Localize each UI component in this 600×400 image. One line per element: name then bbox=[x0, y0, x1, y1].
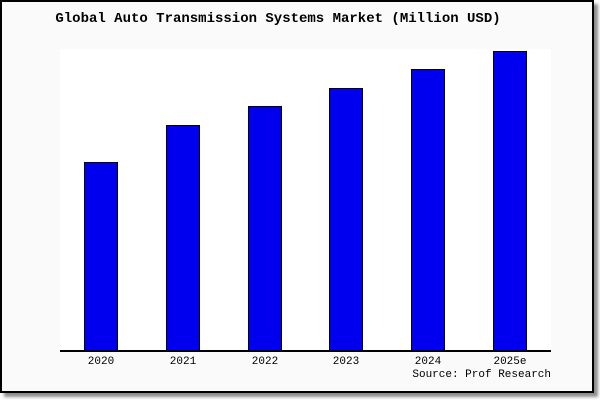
x-axis-line bbox=[60, 350, 551, 352]
chart-canvas: Global Auto Transmission Systems Market … bbox=[0, 0, 594, 393]
bar-2024 bbox=[411, 69, 445, 350]
x-tick-label-2023: 2023 bbox=[332, 356, 360, 368]
x-tick-label-2025e: 2025e bbox=[493, 356, 527, 368]
bar-2020 bbox=[84, 162, 118, 350]
bar-2022 bbox=[248, 106, 282, 350]
bar-2023 bbox=[329, 88, 363, 350]
x-tick-label-2021: 2021 bbox=[169, 356, 197, 368]
source-note: Source: Prof Research bbox=[412, 369, 551, 381]
x-tick-label-2022: 2022 bbox=[251, 356, 279, 368]
x-tick-label-2020: 2020 bbox=[87, 356, 115, 368]
bar-2021 bbox=[166, 125, 200, 350]
x-tick-label-2024: 2024 bbox=[414, 356, 442, 368]
chart-title: Global Auto Transmission Systems Market … bbox=[55, 11, 501, 27]
bar-2025e bbox=[493, 51, 527, 350]
plot-area bbox=[60, 49, 551, 350]
